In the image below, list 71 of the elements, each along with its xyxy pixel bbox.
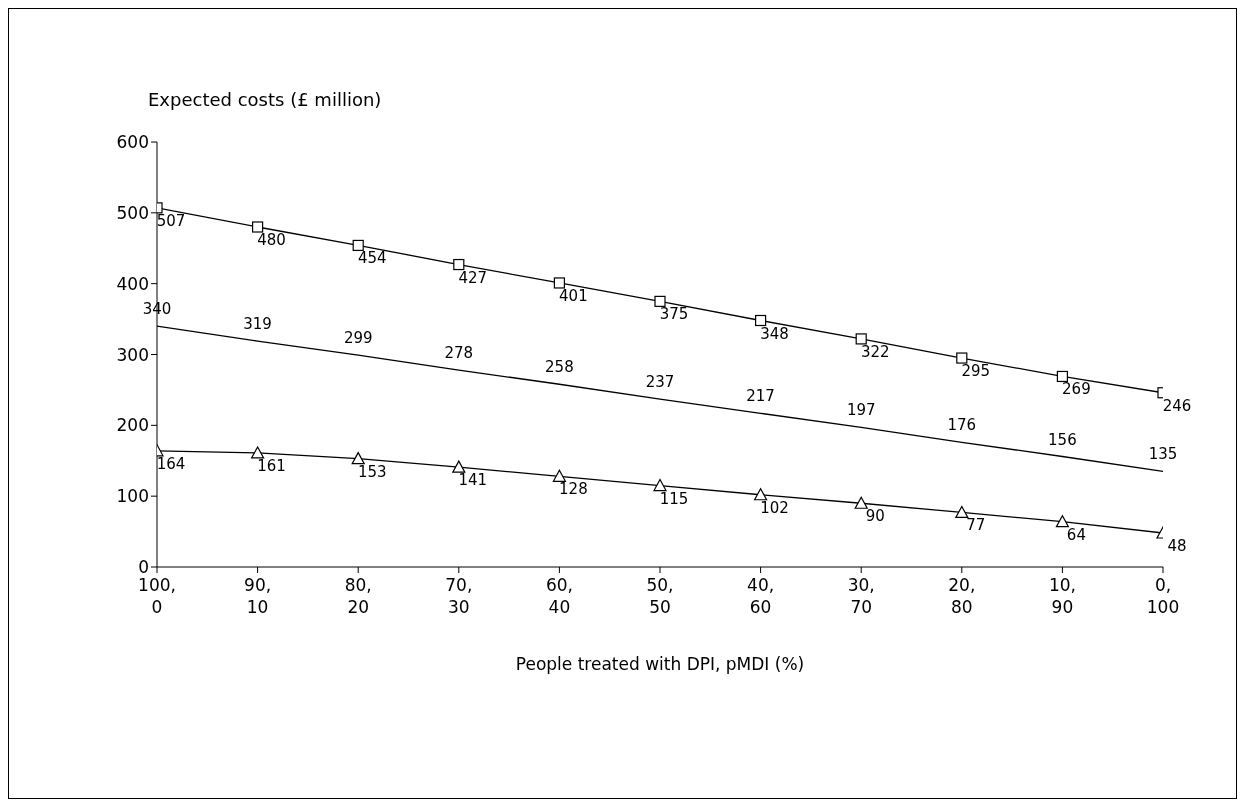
- data-label: 128: [559, 480, 588, 499]
- point: [653, 478, 667, 492]
- x-tick-label: 60, 40: [545, 575, 573, 617]
- data-label: 258: [545, 358, 574, 377]
- point: [854, 496, 868, 509]
- data-label: 64: [1066, 525, 1086, 544]
- point: [352, 239, 364, 252]
- x-tick-label: 70, 30: [445, 575, 473, 617]
- data-label: 164: [156, 454, 186, 473]
- data-label: 454: [357, 249, 387, 268]
- data-label: 299: [343, 329, 373, 348]
- data-label: 348: [760, 324, 789, 343]
- x-tick-label: 30, 70: [847, 575, 875, 617]
- data-label: 141: [458, 471, 488, 490]
- x-tick-label: 10, 90: [1048, 575, 1076, 617]
- data-label: 340: [142, 300, 172, 319]
- data-label: 217: [746, 387, 775, 406]
- x-tick-label: 20, 80: [948, 575, 976, 617]
- point: [453, 258, 465, 271]
- x-tick-label: 80, 20: [344, 575, 372, 617]
- point: [654, 295, 666, 307]
- x-axis-title: People treated with DPI, pMDI (%): [514, 654, 806, 674]
- point: [754, 488, 768, 501]
- point: [855, 333, 867, 345]
- x-tick-label: 90, 10: [244, 575, 272, 617]
- data-label: 295: [961, 362, 991, 381]
- data-label: 77: [966, 516, 986, 535]
- y-axis-title: Expected costs (£ million): [148, 89, 382, 110]
- point: [252, 221, 264, 233]
- x-tick-label: 50, 50: [646, 575, 674, 617]
- point: [552, 469, 566, 482]
- y-tick-label: 200: [116, 415, 149, 436]
- data-label: 102: [760, 498, 789, 517]
- data-label: 319: [243, 315, 272, 334]
- data-label: 480: [257, 231, 286, 249]
- y-tick-label: 600: [116, 132, 149, 153]
- data-label: 176: [947, 416, 977, 435]
- data-label: 375: [659, 305, 689, 324]
- data-label: 237: [645, 373, 675, 392]
- point: [553, 277, 565, 289]
- point: [956, 352, 968, 364]
- data-label: 135: [1148, 445, 1178, 464]
- y-tick-label: 0: [138, 557, 149, 578]
- point: [452, 460, 466, 473]
- point: [755, 314, 767, 327]
- y-tick-label: 400: [116, 273, 149, 294]
- x-tick-label: 40, 60: [747, 575, 775, 617]
- data-label: 246: [1162, 396, 1192, 415]
- y-tick-label: 100: [116, 486, 149, 507]
- x-tick-label: 0, 100: [1146, 575, 1180, 617]
- point: [351, 452, 365, 465]
- data-label: 278: [444, 344, 474, 363]
- data-label: 322: [860, 342, 890, 361]
- data-label: 269: [1062, 380, 1091, 399]
- data-label: 153: [357, 462, 387, 481]
- data-label: 48: [1167, 537, 1187, 555]
- point: [955, 505, 969, 519]
- point: [1055, 515, 1069, 528]
- y-tick-label: 300: [116, 344, 149, 365]
- data-label: 197: [846, 401, 876, 420]
- data-label: 161: [257, 456, 286, 475]
- point: [251, 446, 265, 459]
- point: [1056, 370, 1068, 383]
- data-label: 115: [659, 489, 689, 508]
- data-label: 156: [1048, 430, 1077, 449]
- data-label: 90: [865, 507, 885, 526]
- data-label: 401: [559, 286, 588, 305]
- y-tick-label: 500: [116, 202, 149, 223]
- data-label: 507: [156, 211, 186, 230]
- data-label: 427: [458, 268, 488, 287]
- x-tick-label: 100, 0: [138, 575, 176, 617]
